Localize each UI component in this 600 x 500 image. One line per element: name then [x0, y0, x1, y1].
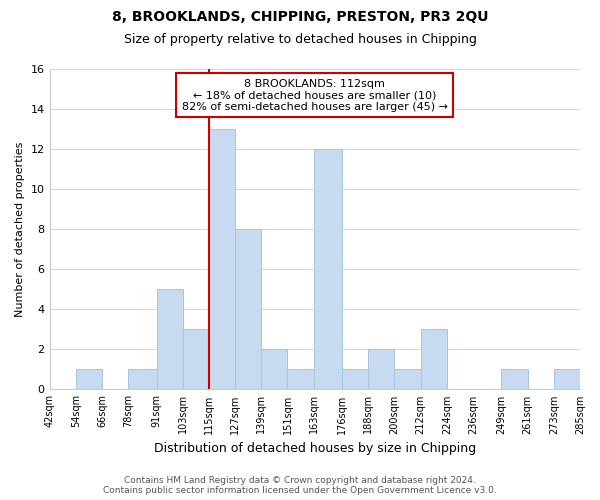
Bar	[261, 350, 287, 390]
X-axis label: Distribution of detached houses by size in Chipping: Distribution of detached houses by size …	[154, 442, 476, 455]
Bar	[287, 370, 314, 390]
Bar	[314, 149, 342, 390]
Bar	[209, 129, 235, 390]
Bar	[394, 370, 421, 390]
Bar	[421, 330, 447, 390]
Y-axis label: Number of detached properties: Number of detached properties	[15, 142, 25, 317]
Bar	[183, 330, 209, 390]
Bar	[76, 370, 102, 390]
Text: 8 BROOKLANDS: 112sqm
← 18% of detached houses are smaller (10)
82% of semi-detac: 8 BROOKLANDS: 112sqm ← 18% of detached h…	[182, 78, 448, 112]
Bar	[342, 370, 368, 390]
Bar	[235, 229, 261, 390]
Bar	[554, 370, 580, 390]
Bar	[157, 290, 183, 390]
Text: Size of property relative to detached houses in Chipping: Size of property relative to detached ho…	[124, 32, 476, 46]
Bar	[502, 370, 527, 390]
Text: Contains HM Land Registry data © Crown copyright and database right 2024.
Contai: Contains HM Land Registry data © Crown c…	[103, 476, 497, 495]
Text: 8, BROOKLANDS, CHIPPING, PRESTON, PR3 2QU: 8, BROOKLANDS, CHIPPING, PRESTON, PR3 2Q…	[112, 10, 488, 24]
Bar	[128, 370, 157, 390]
Bar	[368, 350, 394, 390]
